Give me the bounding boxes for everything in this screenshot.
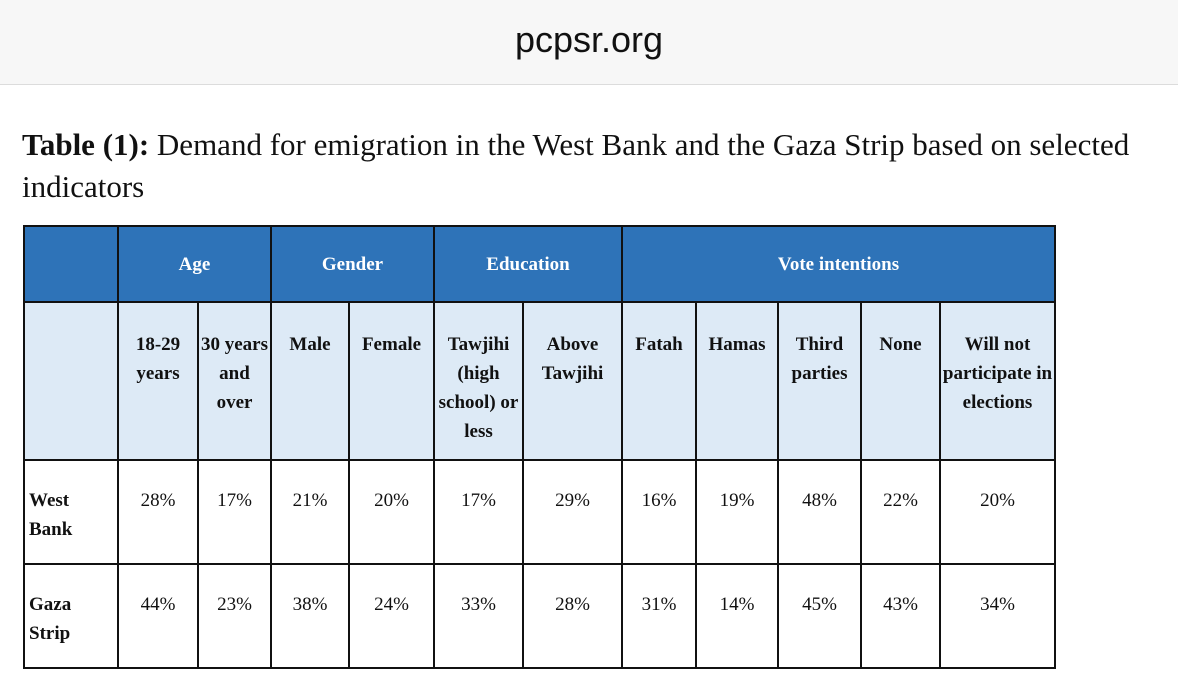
table-caption: Table (1): Demand for emigration in the … — [22, 124, 1152, 208]
table-cell: 43% — [860, 563, 941, 669]
column-header: Will not participate in elections — [939, 301, 1056, 461]
browser-address-bar[interactable]: pcpsr.org — [0, 0, 1178, 85]
table-cell: 19% — [695, 459, 779, 565]
table-cell: 22% — [860, 459, 941, 565]
column-header: Third parties — [777, 301, 862, 461]
table-cell: 14% — [695, 563, 779, 669]
table-cell: 20% — [348, 459, 435, 565]
column-header: Female — [348, 301, 435, 461]
column-header: 30 years and over — [197, 301, 272, 461]
column-header: None — [860, 301, 941, 461]
column-header: Hamas — [695, 301, 779, 461]
table-cell: 24% — [348, 563, 435, 669]
table-cell: 29% — [522, 459, 623, 565]
table-cell: 16% — [621, 459, 697, 565]
group-gender: Gender — [270, 225, 435, 303]
table-cell: 45% — [777, 563, 862, 669]
table-cell: 44% — [117, 563, 199, 669]
table-cell: 23% — [197, 563, 272, 669]
table-cell: 21% — [270, 459, 350, 565]
corner-cell-sub — [23, 301, 119, 461]
emigration-table: Age Gender Education Vote intentions 18-… — [23, 225, 1056, 669]
caption-text: Demand for emigration in the West Bank a… — [22, 127, 1130, 204]
caption-label: Table (1): — [22, 127, 150, 162]
group-education: Education — [433, 225, 623, 303]
row-label: Gaza Strip — [23, 563, 119, 669]
row-label: West Bank — [23, 459, 119, 565]
table-cell: 28% — [117, 459, 199, 565]
group-age: Age — [117, 225, 272, 303]
table-cell: 17% — [197, 459, 272, 565]
column-header-row: 18-29 years 30 years and over Male Femal… — [23, 301, 1056, 461]
column-header: Fatah — [621, 301, 697, 461]
column-header: Male — [270, 301, 350, 461]
table-cell: 31% — [621, 563, 697, 669]
table-cell: 17% — [433, 459, 524, 565]
table-cell: 33% — [433, 563, 524, 669]
table-cell: 38% — [270, 563, 350, 669]
table-row: Gaza Strip 44% 23% 38% 24% 33% 28% 31% 1… — [23, 563, 1056, 669]
table-cell: 48% — [777, 459, 862, 565]
group-header-row: Age Gender Education Vote intentions — [23, 225, 1056, 303]
table-cell: 28% — [522, 563, 623, 669]
group-vote-intentions: Vote intentions — [621, 225, 1056, 303]
table-cell: 20% — [939, 459, 1056, 565]
column-header: 18-29 years — [117, 301, 199, 461]
column-header: Tawjihi (high school) or less — [433, 301, 524, 461]
corner-cell — [23, 225, 119, 303]
site-title: pcpsr.org — [514, 19, 664, 60]
table-row: West Bank 28% 17% 21% 20% 17% 29% 16% 19… — [23, 459, 1056, 565]
column-header: Above Tawjihi — [522, 301, 623, 461]
table-cell: 34% — [939, 563, 1056, 669]
